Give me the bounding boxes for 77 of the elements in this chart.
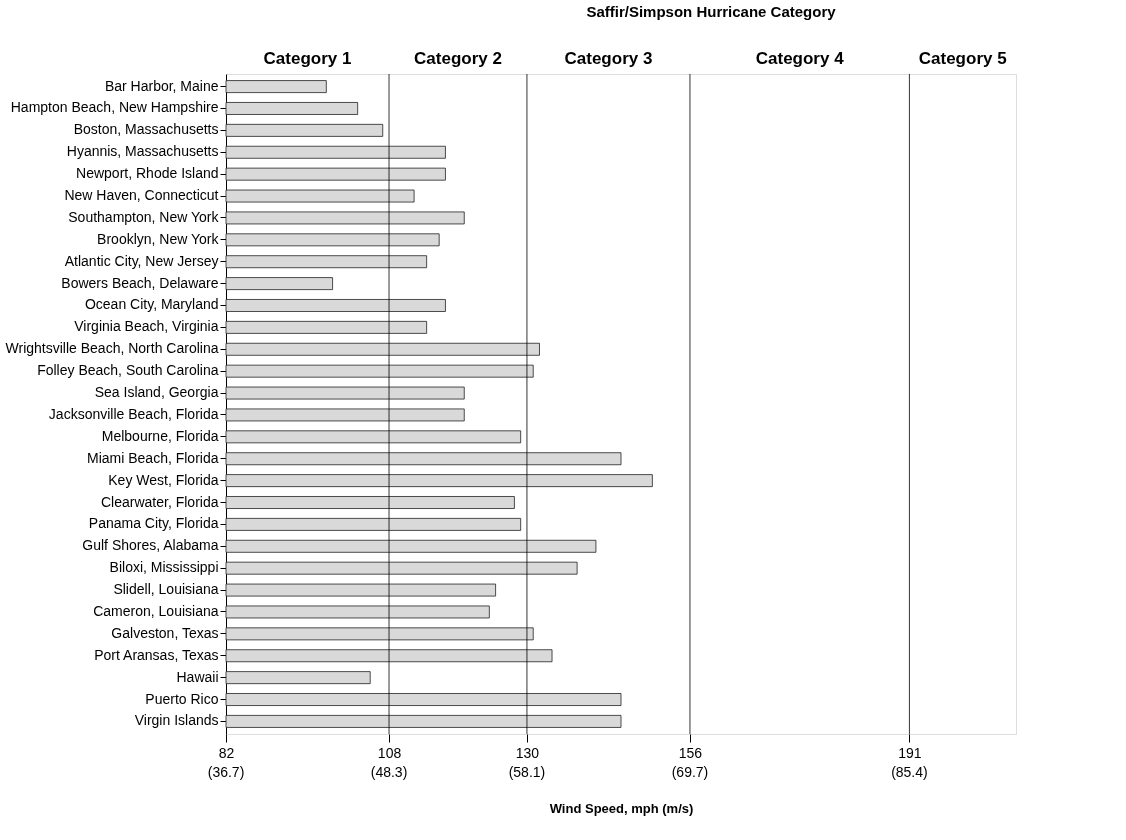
y-tick-label: Boston, Massachusetts <box>73 121 219 138</box>
y-tick-label: Virginia Beach, Virginia <box>74 318 219 335</box>
x-tick-label: 82 <box>218 744 235 761</box>
y-tick-label: Ocean City, Maryland <box>84 296 219 313</box>
text: (69.7) <box>671 764 709 780</box>
y-tick-label: Virgin Islands <box>134 712 219 729</box>
text: (85.4) <box>891 764 928 780</box>
y-tick-label: Cameron, Louisiana <box>93 602 219 619</box>
y-tick-label: Jacksonville Beach, Florida <box>48 405 219 422</box>
y-tick-label: Wrightsville Beach, North Carolina <box>5 340 219 357</box>
bar <box>225 539 597 553</box>
y-tick-label: Melbourne, Florida <box>101 427 219 444</box>
x-tick-label: 108 <box>377 744 402 761</box>
bar <box>225 277 333 291</box>
bar <box>225 452 622 466</box>
bar <box>225 255 428 269</box>
x-tick-label: 130 <box>515 744 540 761</box>
bar <box>225 233 440 247</box>
bar <box>225 102 359 115</box>
bar <box>225 649 553 663</box>
text: Category 2 <box>414 49 502 68</box>
bar <box>225 693 622 706</box>
text: Category 1 <box>263 49 352 68</box>
bar <box>225 364 534 378</box>
text: Category 4 <box>755 49 845 68</box>
y-tick-label: Bowers Beach, Delaware <box>61 274 219 291</box>
y-tick-label: Miami Beach, Florida <box>87 449 219 466</box>
y-tick-label: Hawaii <box>176 668 219 685</box>
bar <box>225 430 522 444</box>
text: Category 5 <box>918 49 1007 68</box>
y-tick-label: Panama City, Florida <box>88 515 219 532</box>
y-tick-label: Folley Beach, South Carolina <box>37 362 219 379</box>
y-tick-label: Southampton, New York <box>68 208 220 225</box>
y-tick-label: Bar Harbor, Maine <box>104 77 219 94</box>
bar <box>225 189 415 203</box>
bar <box>225 627 534 641</box>
y-tick-label: Biloxi, Mississippi <box>109 559 219 576</box>
x-tick-label: 191 <box>898 744 922 761</box>
y-tick-label: Hyannis, Massachusetts <box>66 143 219 160</box>
y-tick-label: New Haven, Connecticut <box>64 187 219 204</box>
y-tick-label: Gulf Shores, Alabama <box>82 537 219 554</box>
text: (36.7) <box>207 764 245 780</box>
bar <box>225 714 622 728</box>
bar <box>225 320 428 334</box>
bar <box>225 123 384 137</box>
y-tick-label: Clearwater, Florida <box>101 493 219 510</box>
bar <box>225 386 465 400</box>
bar <box>225 605 490 619</box>
y-tick-label: Port Aransas, Texas <box>94 646 219 663</box>
bar <box>225 583 496 597</box>
bar <box>225 671 371 685</box>
bar <box>225 517 522 531</box>
x-tick-label: 156 <box>678 744 703 761</box>
y-tick-label: Puerto Rico <box>145 690 219 707</box>
bar <box>225 496 515 509</box>
y-tick-label: Newport, Rhode Island <box>76 165 219 182</box>
y-tick-label: Hampton Beach, New Hampshire <box>10 99 219 116</box>
y-tick-label: Brooklyn, New York <box>97 230 220 247</box>
bar <box>225 561 578 575</box>
bar <box>225 408 465 422</box>
y-tick-label: Sea Island, Georgia <box>94 384 219 401</box>
bar <box>225 145 446 159</box>
bar <box>225 80 327 94</box>
bar <box>225 211 465 225</box>
text: Category 3 <box>564 49 653 68</box>
chart-title: Saffir/Simpson Hurricane Category <box>586 3 837 20</box>
text: (48.3) <box>370 764 408 780</box>
bar <box>225 342 540 356</box>
x-axis-title: Wind Speed, mph (m/s) <box>549 800 694 816</box>
bar <box>225 474 653 488</box>
y-tick-label: Atlantic City, New Jersey <box>64 252 219 269</box>
text: (58.1) <box>508 764 546 780</box>
bar <box>225 167 446 181</box>
y-tick-label: Key West, Florida <box>108 471 219 488</box>
y-tick-label: Galveston, Texas <box>111 624 219 641</box>
bar <box>225 299 446 312</box>
y-tick-label: Slidell, Louisiana <box>113 581 219 598</box>
